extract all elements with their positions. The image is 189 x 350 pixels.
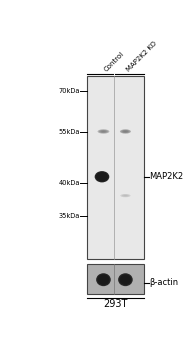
Ellipse shape xyxy=(124,279,127,281)
Ellipse shape xyxy=(100,175,105,178)
Ellipse shape xyxy=(98,174,106,180)
Text: MAP2K2: MAP2K2 xyxy=(150,172,184,181)
Ellipse shape xyxy=(98,129,109,134)
Ellipse shape xyxy=(120,129,131,134)
Ellipse shape xyxy=(102,131,105,132)
Ellipse shape xyxy=(97,274,110,285)
Ellipse shape xyxy=(99,130,108,133)
Ellipse shape xyxy=(96,273,111,286)
Ellipse shape xyxy=(102,279,105,281)
Ellipse shape xyxy=(101,176,103,178)
Text: β-actin: β-actin xyxy=(150,278,179,287)
Ellipse shape xyxy=(121,130,129,133)
FancyBboxPatch shape xyxy=(87,76,144,259)
Ellipse shape xyxy=(96,172,108,181)
Ellipse shape xyxy=(101,278,106,282)
Text: 40kDa: 40kDa xyxy=(59,181,80,187)
Ellipse shape xyxy=(124,131,127,132)
Ellipse shape xyxy=(122,276,129,283)
Ellipse shape xyxy=(124,195,127,196)
Text: 293T: 293T xyxy=(103,299,127,309)
Text: 70kDa: 70kDa xyxy=(59,88,80,93)
Ellipse shape xyxy=(119,274,132,285)
Ellipse shape xyxy=(122,195,129,197)
Ellipse shape xyxy=(120,194,131,197)
Ellipse shape xyxy=(121,275,130,284)
Ellipse shape xyxy=(97,173,107,181)
Ellipse shape xyxy=(99,275,108,284)
Ellipse shape xyxy=(100,276,107,283)
Ellipse shape xyxy=(123,278,128,282)
Text: 35kDa: 35kDa xyxy=(59,213,80,219)
Ellipse shape xyxy=(118,273,133,286)
Text: Control: Control xyxy=(103,50,125,72)
Ellipse shape xyxy=(95,171,109,182)
Ellipse shape xyxy=(123,131,128,133)
FancyBboxPatch shape xyxy=(87,264,144,294)
Text: MAP2K2 KO: MAP2K2 KO xyxy=(125,40,158,72)
Text: 55kDa: 55kDa xyxy=(59,129,80,135)
Ellipse shape xyxy=(101,131,106,133)
